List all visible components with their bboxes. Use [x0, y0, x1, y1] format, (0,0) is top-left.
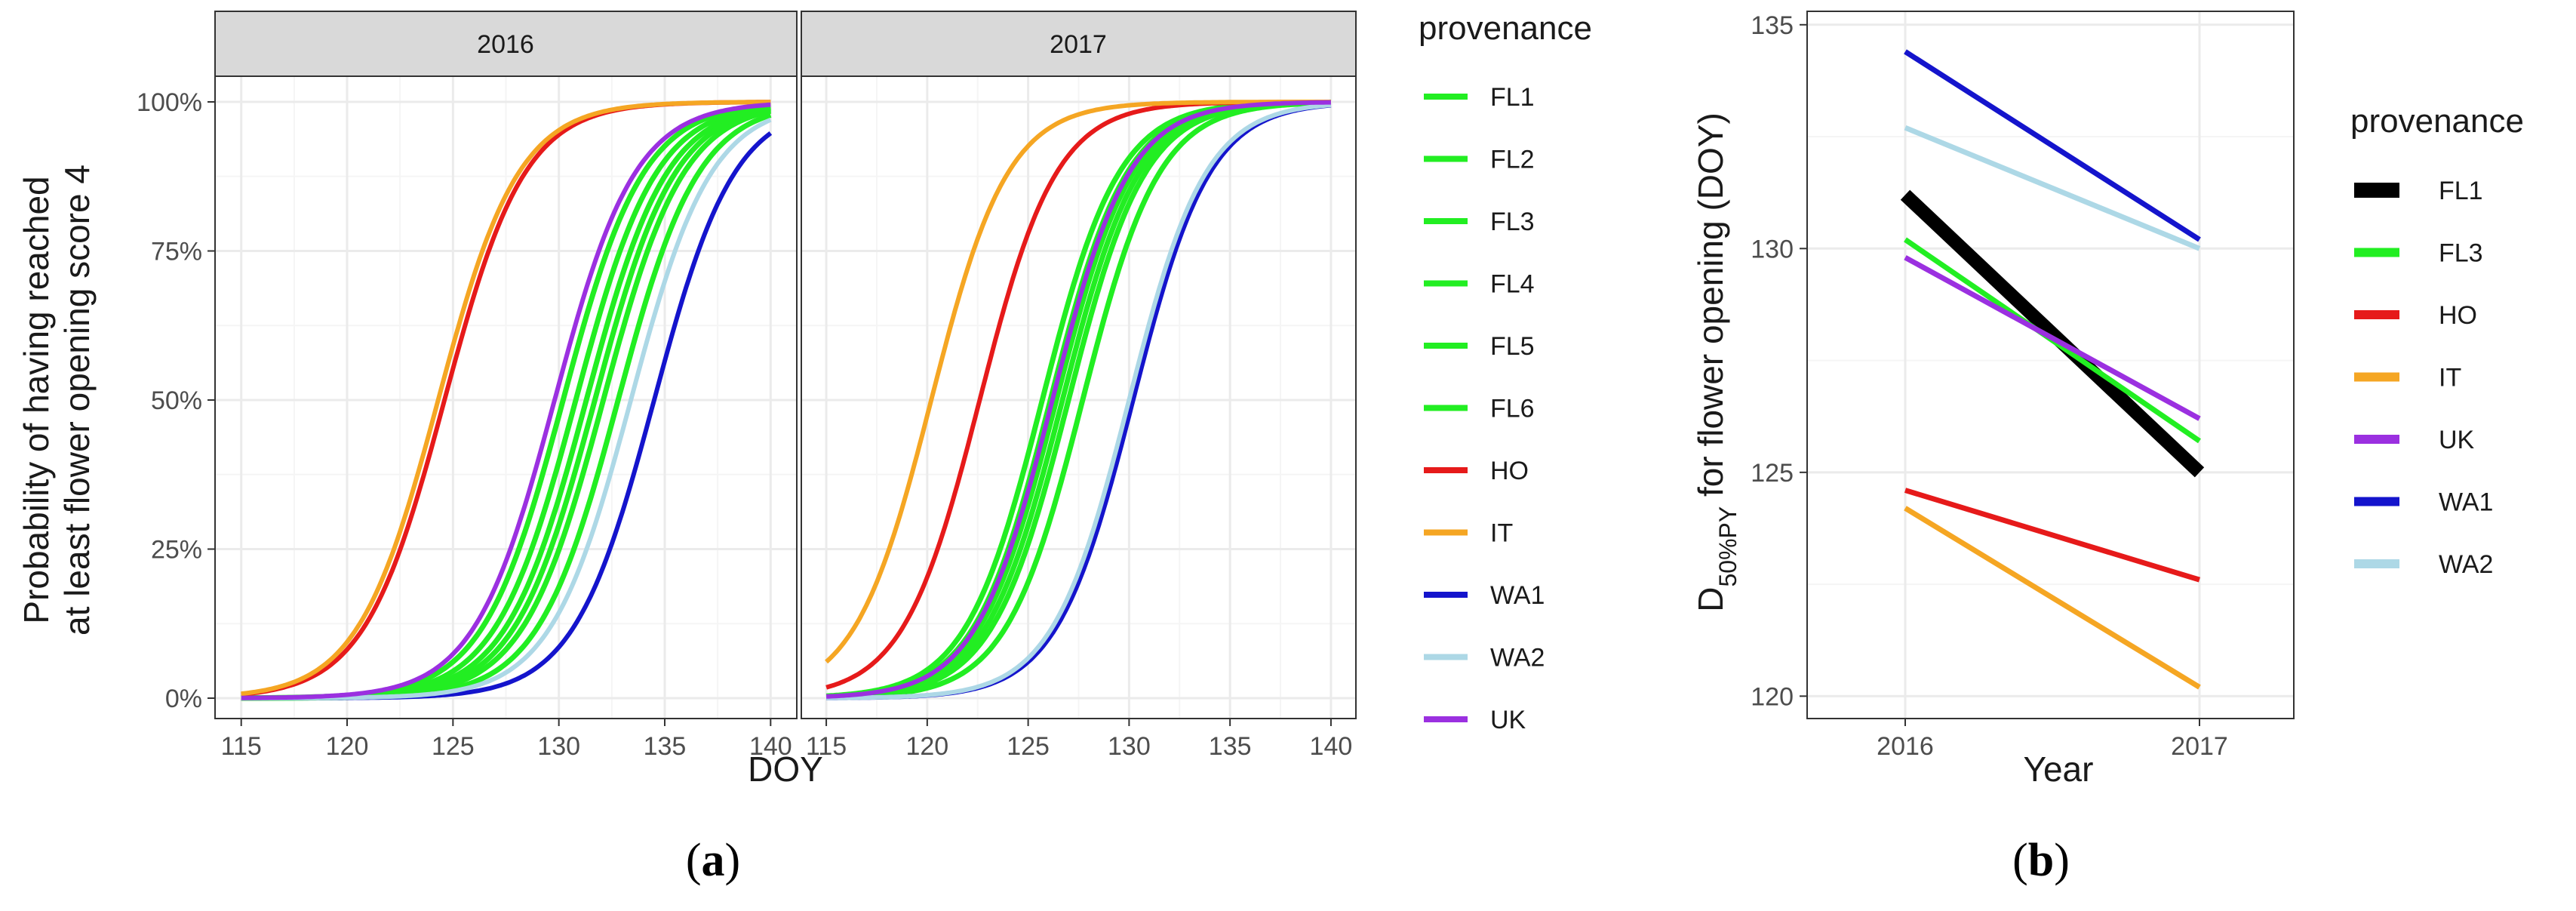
series-line-it-2017 — [825, 100, 1331, 664]
x-tick-label: 2017 — [2171, 732, 2228, 761]
legend-label-uk: UK — [1490, 706, 1526, 734]
y-tick-label: 0% — [165, 685, 202, 713]
x-tick-label: 120 — [905, 732, 948, 761]
x-tick-label: 115 — [806, 732, 847, 761]
y-tick-label: 130 — [1751, 235, 1794, 263]
series-line-uk-2017 — [826, 100, 1331, 699]
legend-label-ho: HO — [2439, 301, 2477, 330]
facet-strip-label-2016: 2016 — [477, 30, 534, 59]
legend-label-wa1: WA1 — [2439, 488, 2493, 517]
x-tick-label: 140 — [749, 732, 792, 761]
facet-strip-label-2017: 2017 — [1050, 30, 1107, 59]
legend-label-ho: HO — [1490, 457, 1529, 485]
facet-plot-2017 — [801, 75, 1357, 719]
y-axis-title-b: D50%PY for flower opening (DOY) — [1691, 112, 1741, 612]
plot-border — [214, 75, 798, 719]
series-line-it-2016 — [241, 100, 771, 697]
legend-label-fl1: FL1 — [2439, 177, 2483, 205]
series-line-uk-2016 — [241, 102, 771, 700]
legend-b: FL1 FL3 HO IT UK WA1 WA2 — [2354, 177, 2493, 579]
panel-b-chart: 120 125 130 135 2016 2017 Year D50%PY for fl… — [1691, 11, 2524, 886]
legend-label-fl3: FL3 — [2439, 239, 2483, 268]
legend-label-fl6: FL6 — [1490, 395, 1535, 423]
x-axis-title-a: DOY — [748, 749, 823, 789]
y-axis-title-a-line1: Probability of having reached — [17, 176, 56, 623]
plot-border — [1806, 11, 2295, 719]
y-axis-ticks-b: 120 125 130 135 — [1751, 11, 1807, 711]
series-line-it — [1904, 506, 2201, 690]
legend-title-a: provenance — [1419, 10, 1592, 47]
legend-label-fl2: FL2 — [1490, 146, 1535, 174]
facet-plot-2016 — [214, 75, 798, 719]
legend-label-fl1: FL1 — [1490, 83, 1535, 112]
legend-label-it: IT — [1490, 519, 1513, 548]
x-tick-label: 130 — [537, 732, 580, 761]
y-axis-title-a-line2: at least flower opening score 4 — [57, 165, 97, 636]
legend-label-fl5: FL5 — [1490, 332, 1535, 361]
x-tick-label: 125 — [432, 732, 475, 761]
y-tick-label: 25% — [151, 536, 202, 565]
x-tick-label: 120 — [326, 732, 369, 761]
x-tick-label: 135 — [1209, 732, 1252, 761]
plot-background — [1807, 11, 2294, 719]
facet-strip-2016 — [214, 11, 798, 77]
series-line-uk — [1904, 255, 2201, 421]
series-line-wa2 — [1904, 125, 2201, 251]
legend-title-b: provenance — [2350, 103, 2524, 140]
series-line-fl1 — [1900, 189, 2205, 478]
x-axis-ticks-b: 2016 2017 — [1877, 719, 2228, 761]
plot-area-b — [1806, 11, 2295, 719]
y-tick-label: 135 — [1751, 11, 1794, 40]
legend-label-uk: UK — [2439, 426, 2475, 454]
series-line-ho — [1904, 488, 2201, 583]
x-tick-label: 125 — [1007, 732, 1050, 761]
legend-label-fl3: FL3 — [1490, 208, 1535, 236]
x-tick-label: 140 — [1310, 732, 1353, 761]
legend-label-wa2: WA2 — [2439, 550, 2493, 579]
y-tick-label: 100% — [137, 88, 202, 117]
x-tick-label: 115 — [221, 732, 262, 761]
legend-label-it: IT — [2439, 364, 2461, 392]
panel-label-b: (b) — [2012, 835, 2070, 886]
x-axis-ticks-a: 115 120 125 130 135 140 115 120 125 130 135 140 — [221, 719, 1353, 761]
legend-label-fl4: FL4 — [1490, 270, 1535, 299]
y-tick-label: 125 — [1751, 459, 1794, 488]
x-axis-title-b: Year — [2024, 749, 2094, 789]
series-line-wa2-2017 — [826, 103, 1332, 700]
series-line-fl6-2017 — [825, 100, 1332, 700]
legend-a: FL1 FL2 FL3 FL4 FL5 FL6 HO IT WA1 WA2 UK — [1424, 83, 1545, 734]
panel-a-chart: 2016 2017 0% 25% 50% 75% 100% 115 120 125 130 13… — [17, 10, 1592, 886]
x-tick-label: 130 — [1108, 732, 1151, 761]
x-tick-label: 2016 — [1877, 732, 1934, 761]
y-axis-ticks-a: 0% 25% 50% 75% 100% — [137, 88, 215, 713]
y-tick-label: 75% — [151, 238, 202, 266]
x-tick-label: 135 — [644, 732, 687, 761]
y-tick-label: 50% — [151, 386, 202, 415]
panel-label-a: (a) — [686, 835, 740, 886]
legend-label-wa2: WA2 — [1490, 644, 1545, 672]
plot-border — [801, 75, 1357, 719]
y-tick-label: 120 — [1751, 682, 1794, 711]
series-line-wa1 — [1904, 49, 2201, 242]
legend-label-wa1: WA1 — [1490, 581, 1545, 610]
facet-strip-2017 — [801, 11, 1357, 77]
